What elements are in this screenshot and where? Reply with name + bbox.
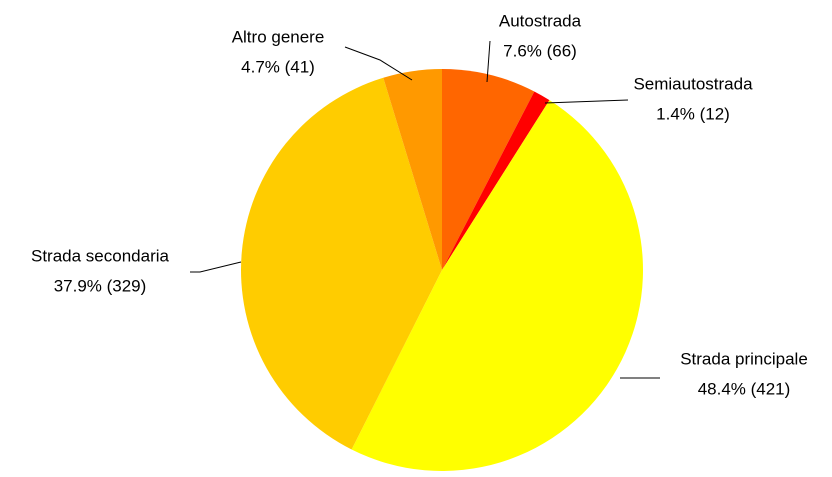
pie-slice <box>383 69 442 270</box>
leader-line <box>544 99 629 104</box>
slice-label: Semiautostrada <box>633 74 753 93</box>
slice-label: Altro genere <box>232 27 325 46</box>
pie-slice <box>241 77 442 450</box>
pie-slice <box>351 100 643 471</box>
pie-slice <box>442 91 550 270</box>
leader-line <box>486 40 491 83</box>
slice-value-label: 37.9% (329) <box>54 276 147 295</box>
slice-label: Strada principale <box>680 349 808 368</box>
pie-slice <box>442 69 535 270</box>
slice-value-label: 48.4% (421) <box>698 379 791 398</box>
leader-line <box>344 46 413 81</box>
slice-value-label: 4.7% (41) <box>241 57 315 76</box>
slice-label: Autostrada <box>499 11 582 30</box>
slice-value-label: 1.4% (12) <box>656 104 730 123</box>
slice-value-label: 7.6% (66) <box>503 41 577 60</box>
leader-line <box>190 261 242 273</box>
slice-label: Strada secondaria <box>31 246 170 265</box>
